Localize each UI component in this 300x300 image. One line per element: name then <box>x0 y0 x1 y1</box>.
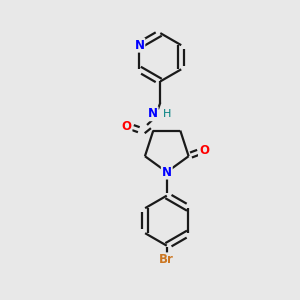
Text: N: N <box>134 39 144 52</box>
Text: O: O <box>199 144 209 158</box>
Text: N: N <box>162 166 172 178</box>
Text: N: N <box>148 107 158 120</box>
Text: Br: Br <box>159 253 174 266</box>
Text: O: O <box>122 120 131 133</box>
Text: H: H <box>163 109 172 119</box>
